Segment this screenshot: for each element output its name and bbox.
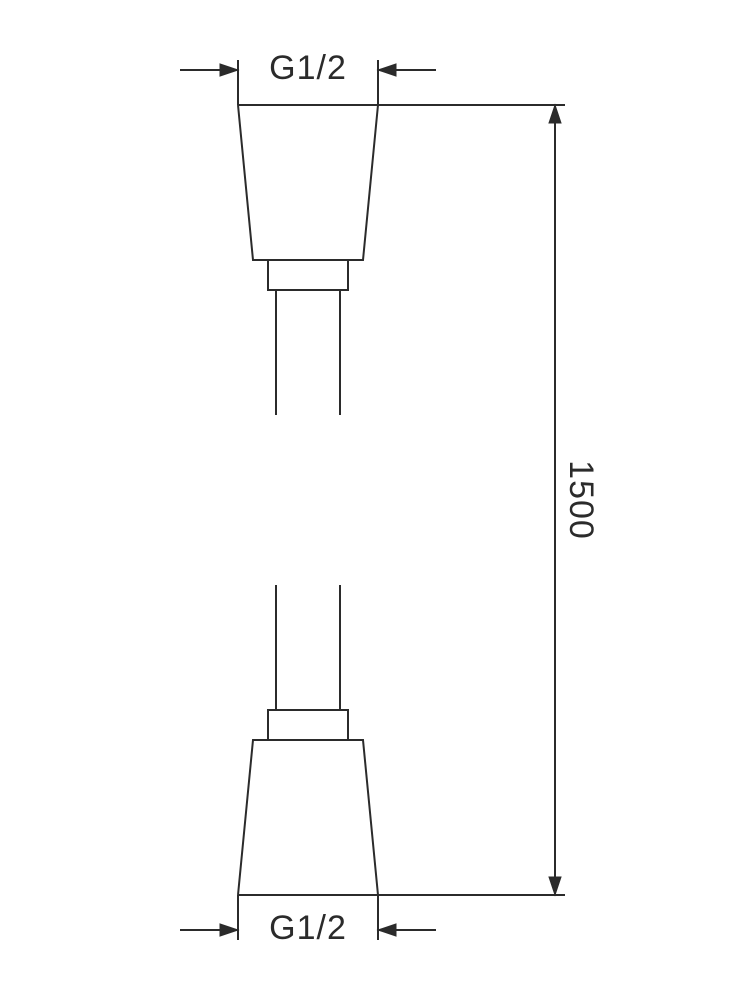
technical-drawing: G1/2 G1/2 1500 [0, 0, 735, 1000]
dimension-bottom-label: G1/2 [269, 909, 347, 947]
top-connector-nut [238, 105, 378, 260]
bottom-connector-nut [238, 740, 378, 895]
top-connector-step [268, 260, 348, 290]
dimension-top-label: G1/2 [269, 49, 347, 87]
bottom-connector-step [268, 710, 348, 740]
dimension-right-label: 1500 [562, 460, 600, 540]
